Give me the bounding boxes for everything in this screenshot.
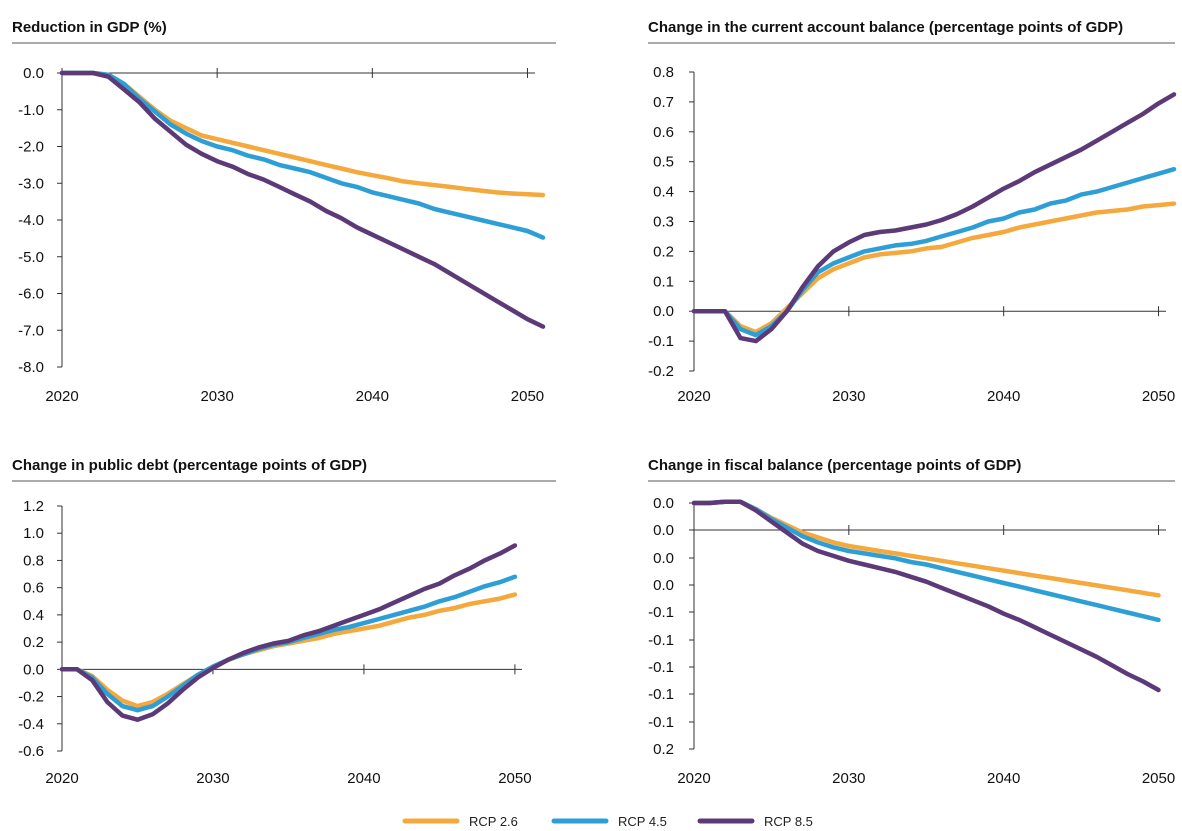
y-tick-label: -0.4	[18, 716, 44, 733]
panel-public-debt: Change in public debt (percentage points…	[12, 457, 556, 787]
y-tick-label: -6.0	[18, 286, 44, 303]
series-line-rcp-4-5	[691, 166, 1177, 338]
y-tick-label: 0.0	[653, 495, 674, 512]
series-line-rcp-4-5	[59, 70, 546, 240]
y-tick-label: 0.4	[23, 607, 44, 624]
y-tick-label: 0.6	[23, 580, 44, 597]
legend-label-rcp-8-5: RCP 8.5	[764, 814, 813, 829]
y-tick-label: -0.1	[648, 604, 674, 621]
y-tick-label: 1.2	[23, 498, 44, 515]
x-tick-label: 2020	[677, 388, 710, 405]
y-tick-label: -4.0	[18, 212, 44, 229]
y-tick-label: 0.5	[653, 154, 674, 171]
x-tick-label: 2030	[196, 770, 229, 787]
panel-current-account: Change in the current account balance (p…	[648, 19, 1177, 405]
y-tick-label: 0.4	[653, 184, 674, 201]
series-line-rcp-8-5	[59, 543, 518, 722]
y-tick-label: -0.1	[648, 659, 674, 676]
y-tick-label: -0.1	[648, 686, 674, 703]
x-tick-label: 2050	[511, 388, 544, 405]
y-tick-label: -1.0	[18, 102, 44, 119]
y-tick-label: -8.0	[18, 359, 44, 376]
x-tick-label: 2050	[498, 770, 531, 787]
y-tick-label: 0.6	[653, 124, 674, 141]
y-tick-label: 1.0	[23, 525, 44, 542]
series-line-rcp-4-5	[59, 574, 518, 713]
panel-title: Reduction in GDP (%)	[12, 19, 167, 36]
x-tick-label: 2020	[45, 770, 78, 787]
y-tick-label: 0.0	[653, 550, 674, 567]
x-tick-label: 2030	[832, 770, 865, 787]
y-tick-label: -0.1	[648, 632, 674, 649]
x-tick-label: 2040	[987, 770, 1020, 787]
y-tick-label: 0.8	[23, 552, 44, 569]
y-tick-label: 0.2	[653, 243, 674, 260]
legend-label-rcp-2-6: RCP 2.6	[469, 814, 518, 829]
y-tick-label: 0.0	[23, 661, 44, 678]
panel-title: Change in public debt (percentage points…	[12, 457, 367, 474]
y-tick-label: 0.0	[23, 65, 44, 82]
y-tick-label: 0.8	[653, 64, 674, 81]
y-tick-label: -7.0	[18, 322, 44, 339]
y-tick-label: 0.0	[653, 522, 674, 539]
series-line-rcp-8-5	[691, 499, 1161, 693]
series-line-rcp-8-5	[691, 92, 1177, 344]
x-tick-label: 2030	[832, 388, 865, 405]
y-tick-label: -0.1	[648, 333, 674, 350]
panel-title: Change in the current account balance (p…	[648, 19, 1123, 36]
y-tick-label: 0.7	[653, 94, 674, 111]
legend-label-rcp-4-5: RCP 4.5	[618, 814, 667, 829]
y-tick-label: -5.0	[18, 249, 44, 266]
panel-fiscal-balance: Change in fiscal balance (percentage poi…	[648, 457, 1175, 787]
y-tick-label: 0.2	[23, 634, 44, 651]
y-tick-label: 0.0	[653, 303, 674, 320]
y-tick-label: 0.3	[653, 214, 674, 231]
y-tick-label: -3.0	[18, 175, 44, 192]
y-tick-label: 0.2	[653, 741, 674, 758]
x-tick-label: 2050	[1142, 770, 1175, 787]
panel-title: Change in fiscal balance (percentage poi…	[648, 457, 1021, 474]
x-tick-label: 2030	[200, 388, 233, 405]
y-tick-label: 0.0	[653, 577, 674, 594]
x-tick-label: 2020	[677, 770, 710, 787]
x-tick-label: 2020	[45, 388, 78, 405]
series-line-rcp-8-5	[59, 70, 546, 329]
y-tick-label: -0.1	[648, 714, 674, 731]
series-line-rcp-4-5	[691, 499, 1161, 623]
x-tick-label: 2040	[347, 770, 380, 787]
y-tick-label: -2.0	[18, 139, 44, 156]
y-tick-label: -0.2	[648, 363, 674, 380]
x-tick-label: 2040	[356, 388, 389, 405]
legend: RCP 2.6 RCP 4.5 RCP 8.5	[402, 814, 813, 829]
x-tick-label: 2050	[1142, 388, 1175, 405]
y-tick-label: 0.1	[653, 273, 674, 290]
y-tick-label: -0.6	[18, 743, 44, 760]
panel-gdp-reduction: Reduction in GDP (%) 0.0 -1.0 -2.0 -3.0 -4.0…	[12, 19, 556, 405]
x-tick-label: 2040	[987, 388, 1020, 405]
y-tick-label: -0.2	[18, 689, 44, 706]
series-line-rcp-2-6	[59, 592, 518, 709]
